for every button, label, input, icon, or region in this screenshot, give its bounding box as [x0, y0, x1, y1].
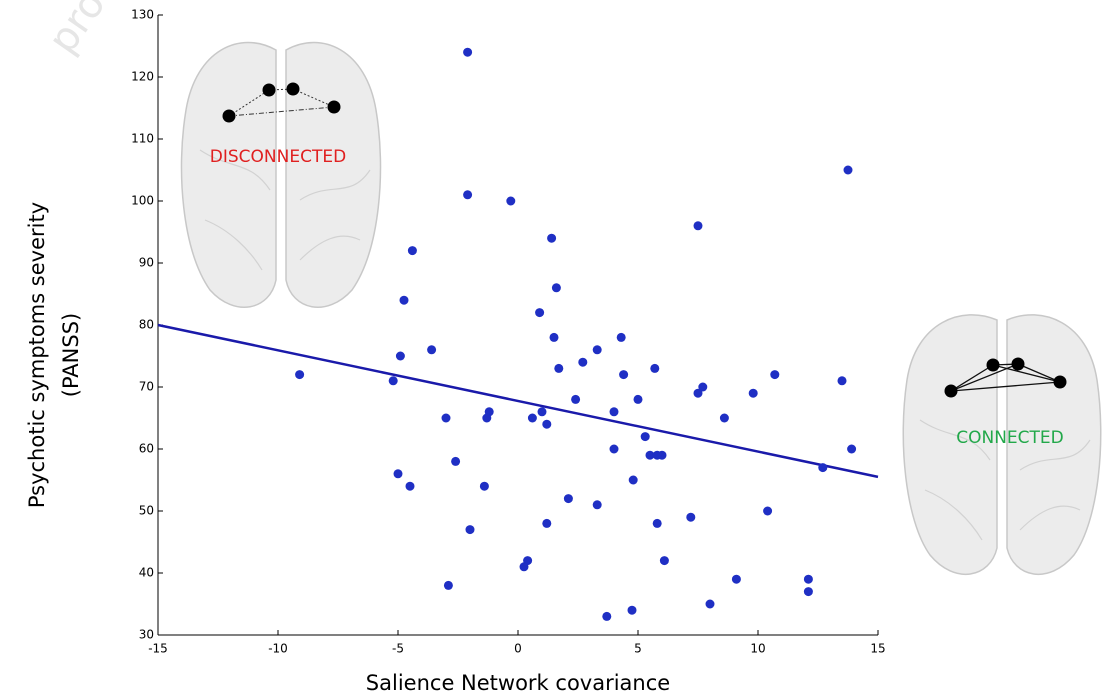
point — [609, 407, 619, 417]
x-tick-label: -15 — [148, 642, 168, 656]
point — [847, 444, 857, 454]
x-tick-label: 0 — [514, 642, 522, 656]
x-tick-label: 15 — [870, 642, 885, 656]
point — [616, 332, 626, 342]
y-axis-label: (PANSS) — [59, 313, 83, 397]
point — [652, 518, 662, 528]
point — [479, 481, 489, 491]
x-tick-label: -5 — [392, 642, 404, 656]
point — [571, 394, 581, 404]
point — [551, 283, 561, 293]
point — [650, 363, 660, 373]
point — [592, 500, 602, 510]
brain-left — [180, 41, 382, 308]
point — [405, 481, 415, 491]
annotation: DISCONNECTED — [210, 147, 346, 167]
point — [427, 345, 437, 355]
point — [463, 47, 473, 57]
point — [686, 512, 696, 522]
point — [770, 370, 780, 380]
point — [527, 413, 537, 423]
point — [407, 246, 417, 256]
watermark: proo — [40, 0, 129, 62]
y-tick-label: 120 — [131, 70, 154, 84]
y-tick-label: 40 — [139, 566, 154, 580]
point — [578, 357, 588, 367]
y-tick-label: 30 — [139, 628, 154, 642]
y-tick-label: 130 — [131, 8, 154, 22]
point — [506, 196, 516, 206]
point — [592, 345, 602, 355]
point — [393, 469, 403, 479]
point — [693, 388, 703, 398]
point — [549, 332, 559, 342]
x-tick-label: 10 — [750, 642, 765, 656]
annotation: CONNECTED — [956, 428, 1064, 448]
y-tick-label: 50 — [139, 504, 154, 518]
x-tick-label: -10 — [268, 642, 288, 656]
y-tick-label: 100 — [131, 194, 154, 208]
y-tick-label: 70 — [139, 380, 154, 394]
point — [698, 382, 708, 392]
point — [731, 574, 741, 584]
point — [837, 376, 847, 386]
point — [519, 562, 529, 572]
point — [535, 308, 545, 318]
point — [640, 432, 650, 442]
point — [388, 376, 398, 386]
y-tick-label: 60 — [139, 442, 154, 456]
point — [542, 518, 552, 528]
point — [463, 190, 473, 200]
point — [441, 413, 451, 423]
point — [554, 363, 564, 373]
point — [443, 580, 453, 590]
y-tick-label: 110 — [131, 132, 154, 146]
point — [659, 556, 669, 566]
x-tick-label: 5 — [634, 642, 642, 656]
fit-line — [157, 323, 879, 479]
point — [705, 599, 715, 609]
point — [628, 475, 638, 485]
point — [843, 165, 853, 175]
y-tick-label: 90 — [139, 256, 154, 270]
point — [693, 221, 703, 231]
point — [719, 413, 729, 423]
y-axis-label: Psychotic symptoms severity — [25, 202, 49, 508]
point — [645, 450, 655, 460]
point — [803, 574, 813, 584]
point — [537, 407, 547, 417]
point — [633, 394, 643, 404]
point — [482, 413, 492, 423]
point — [563, 494, 573, 504]
point — [748, 388, 758, 398]
point — [763, 506, 773, 516]
point — [818, 463, 828, 473]
brain-right — [902, 314, 1102, 576]
point — [451, 456, 461, 466]
point — [803, 587, 813, 597]
point — [547, 233, 557, 243]
point — [619, 370, 629, 380]
point — [542, 419, 552, 429]
point — [399, 295, 409, 305]
point — [395, 351, 405, 361]
y-tick-label: 80 — [139, 318, 154, 332]
point — [465, 525, 475, 535]
point — [627, 605, 637, 615]
point — [609, 444, 619, 454]
point — [652, 450, 662, 460]
point — [295, 370, 305, 380]
x-axis-label: Salience Network covariance — [366, 671, 670, 695]
point — [602, 611, 612, 621]
